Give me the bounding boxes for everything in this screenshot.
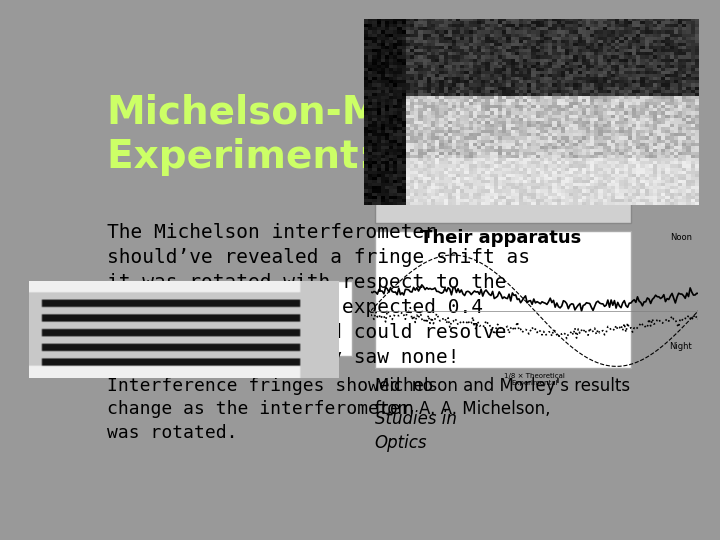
Night: [694, 316, 703, 322]
Night: [670, 316, 678, 322]
Theoretical: [455, 252, 464, 259]
Night: [379, 313, 388, 319]
Theoretical: [366, 307, 375, 314]
Line: Noon: Noon: [371, 285, 698, 311]
Night: [681, 315, 690, 321]
Theoretical: [670, 333, 678, 339]
Theoretical: [612, 363, 621, 369]
FancyBboxPatch shape: [107, 281, 352, 356]
Night: [406, 305, 415, 311]
Theoretical: [694, 307, 703, 314]
Text: Night: Night: [669, 342, 692, 351]
Noon: [681, 295, 690, 301]
Text: Interference fringes showed no
change as the interferometer
was rotated.: Interference fringes showed no change as…: [107, 377, 433, 442]
Theoretical: [379, 294, 388, 300]
Noon: [418, 282, 426, 288]
FancyBboxPatch shape: [374, 231, 631, 368]
Noon: [366, 289, 375, 295]
Text: Michelson and Morley's results
from A. A. Michelson,: Michelson and Morley's results from A. A…: [374, 377, 630, 418]
Noon: [455, 289, 464, 296]
Line: Night: Night: [371, 308, 698, 339]
Theoretical: [449, 252, 457, 258]
Text: Their apparatus: Their apparatus: [420, 229, 581, 247]
Text: The Michelson interferometer
should’ve revealed a fringe shift as
it was rotated: The Michelson interferometer should’ve r…: [107, 223, 530, 367]
Noon: [386, 285, 395, 291]
Noon: [694, 290, 703, 296]
Theoretical: [428, 256, 436, 263]
Noon: [577, 308, 586, 314]
Theoretical: [681, 321, 690, 328]
Text: Studies in
Optics: Studies in Optics: [374, 410, 456, 451]
Text: 1/8 × Theoretical
Experimental: 1/8 × Theoretical Experimental: [504, 373, 565, 386]
Theoretical: [386, 287, 395, 293]
Text: Noon: Noon: [670, 233, 692, 242]
Night: [455, 321, 464, 327]
Line: Theoretical: Theoretical: [371, 255, 698, 366]
Noon: [379, 291, 388, 297]
Noon: [670, 295, 678, 301]
Noon: [429, 286, 438, 292]
Night: [366, 311, 375, 318]
Night: [386, 314, 395, 321]
Text: Michelson-Morley
Experiment: Results: Michelson-Morley Experiment: Results: [107, 94, 549, 176]
Night: [562, 335, 571, 342]
Night: [429, 320, 438, 327]
FancyBboxPatch shape: [374, 85, 631, 223]
